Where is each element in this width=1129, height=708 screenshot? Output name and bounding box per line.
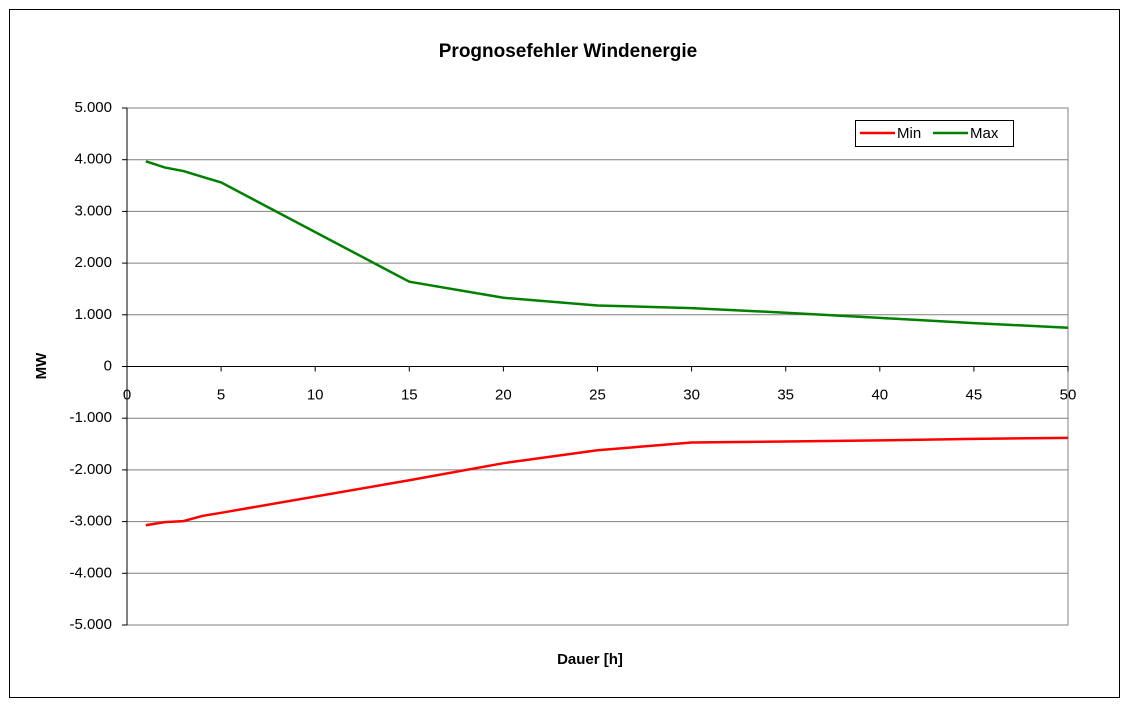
- y-axis-label: MW: [33, 352, 50, 379]
- x-tick-label: 30: [683, 386, 700, 403]
- y-tick-label: -2.000: [69, 461, 112, 478]
- x-tick-label: 50: [1060, 386, 1077, 403]
- series-line: [145, 436, 1069, 527]
- y-tick-label: 1.000: [74, 306, 112, 323]
- x-axis-label: Dauer [h]: [557, 651, 623, 668]
- y-tick-label: -1.000: [69, 409, 112, 426]
- x-tick-label: 0: [123, 386, 131, 403]
- x-tick-label: 25: [589, 386, 606, 403]
- y-tick-label: -4.000: [69, 564, 112, 581]
- x-tick-label: 40: [871, 386, 888, 403]
- y-tick-label: 5.000: [74, 99, 112, 116]
- x-tick-label: 45: [966, 386, 983, 403]
- x-tick-label: 5: [217, 386, 225, 403]
- x-tick-label: 15: [401, 386, 418, 403]
- legend-label: Max: [970, 125, 999, 142]
- x-tick-label: 10: [307, 386, 324, 403]
- y-tick-label: 2.000: [74, 254, 112, 271]
- legend-label: Min: [897, 125, 921, 142]
- y-tick-label: 0: [104, 357, 112, 374]
- y-tick-label: -3.000: [69, 513, 112, 530]
- y-tick-label: 4.000: [74, 151, 112, 168]
- y-tick-label: 3.000: [74, 202, 112, 219]
- series-line: [145, 160, 1069, 329]
- x-tick-label: 20: [495, 386, 512, 403]
- y-tick-label: -5.000: [69, 616, 112, 633]
- chart-title: Prognosefehler Windenergie: [439, 41, 698, 62]
- x-tick-label: 35: [777, 386, 794, 403]
